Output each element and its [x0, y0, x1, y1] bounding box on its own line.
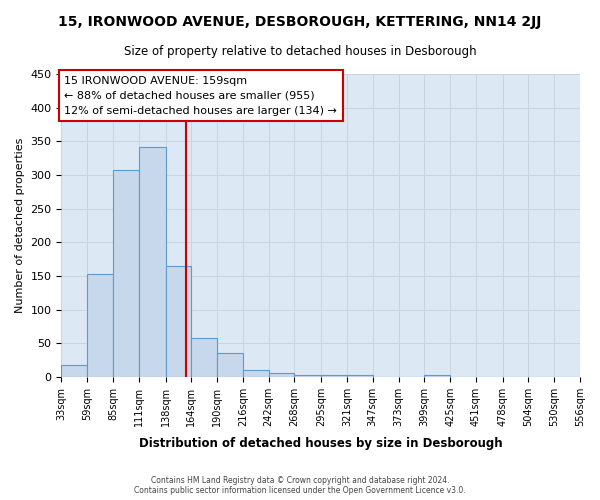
Bar: [243, 370, 269, 377]
Bar: [217, 352, 243, 377]
Bar: [424, 375, 450, 377]
Text: Size of property relative to detached houses in Desborough: Size of property relative to detached ho…: [124, 45, 476, 58]
Bar: [295, 375, 321, 377]
Bar: [321, 375, 347, 377]
Bar: [166, 266, 191, 377]
Bar: [139, 148, 166, 377]
Text: Contains HM Land Registry data © Crown copyright and database right 2024.
Contai: Contains HM Land Registry data © Crown c…: [134, 476, 466, 495]
Text: 15 IRONWOOD AVENUE: 159sqm
← 88% of detached houses are smaller (955)
12% of sem: 15 IRONWOOD AVENUE: 159sqm ← 88% of deta…: [64, 76, 337, 116]
Bar: [191, 338, 217, 377]
Text: 15, IRONWOOD AVENUE, DESBOROUGH, KETTERING, NN14 2JJ: 15, IRONWOOD AVENUE, DESBOROUGH, KETTERI…: [58, 15, 542, 29]
Bar: [87, 274, 113, 377]
Y-axis label: Number of detached properties: Number of detached properties: [15, 138, 25, 313]
Bar: [61, 364, 87, 377]
Bar: [347, 375, 373, 377]
Bar: [269, 374, 295, 377]
X-axis label: Distribution of detached houses by size in Desborough: Distribution of detached houses by size …: [139, 437, 503, 450]
Bar: [113, 170, 139, 377]
Bar: [580, 374, 600, 377]
